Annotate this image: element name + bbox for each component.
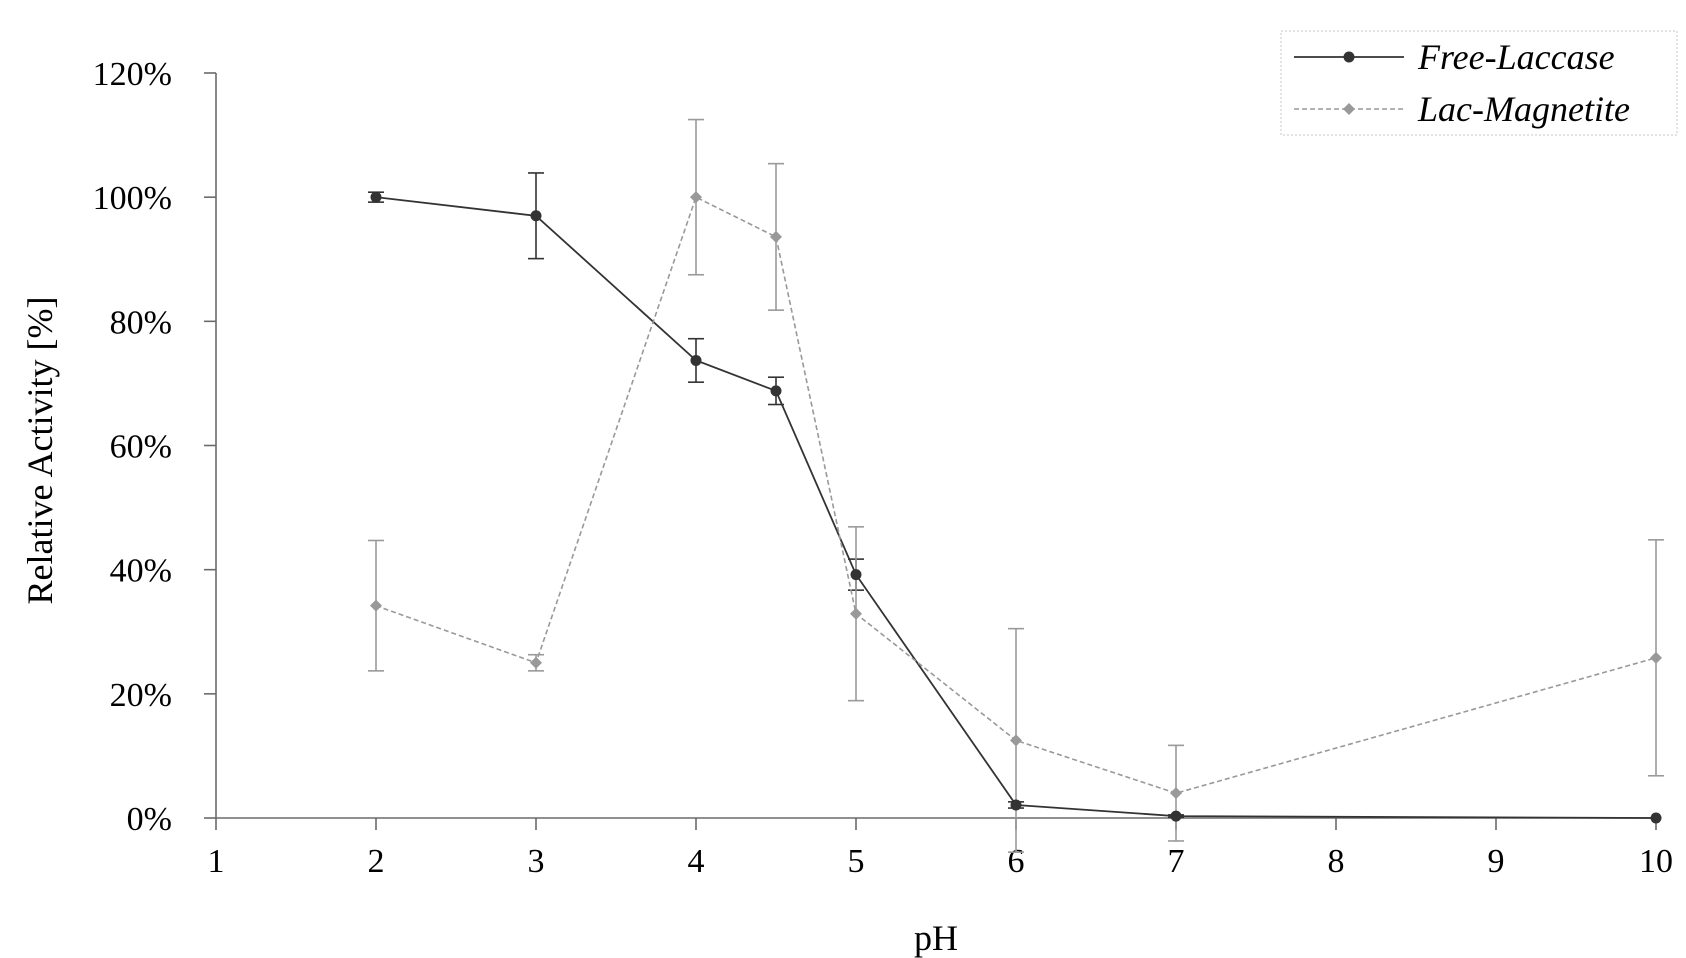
lac-magnetite-point: [530, 657, 542, 669]
x-tick-label: 3: [528, 843, 545, 880]
legend-free-laccase-label: Free-Laccase: [1417, 37, 1615, 77]
x-tick-label: 1: [208, 843, 225, 880]
y-tick-label: 40%: [110, 553, 172, 590]
legend-free-laccase-marker: [1344, 52, 1355, 63]
free-laccase-point: [691, 355, 702, 366]
free-laccase-point: [531, 210, 542, 221]
y-tick-label: 80%: [110, 304, 172, 341]
y-tick-label: 60%: [110, 429, 172, 466]
x-axis-title: pH: [914, 918, 958, 958]
y-tick-label: 20%: [110, 677, 172, 714]
legend-lac-magnetite-label: Lac-Magnetite: [1417, 89, 1630, 129]
x-tick-label: 5: [848, 843, 865, 880]
free-laccase-point: [771, 385, 782, 396]
legend: Free-Laccase Lac-Magnetite: [1281, 31, 1677, 135]
y-tick-label: 120%: [93, 56, 172, 93]
lac-magnetite-point: [690, 191, 702, 203]
lac-magnetite-point: [770, 231, 782, 243]
axes: 1 2 3 4 5 6 7 8 9 100%20%40%60%80%100%120%: [93, 56, 1673, 880]
y-axis-title: Relative Activity [%]: [20, 297, 60, 605]
x-tick-label: 10: [1639, 843, 1673, 880]
free-laccase-point: [1011, 799, 1022, 810]
y-tick-label: 100%: [93, 180, 172, 217]
free-laccase-point: [1651, 813, 1662, 824]
free-laccase-point: [371, 192, 382, 203]
x-tick-label: 2: [368, 843, 385, 880]
lac-magnetite-point: [1170, 787, 1182, 799]
lac-magnetite-point: [1650, 652, 1662, 664]
lac-magnetite-point: [850, 608, 862, 620]
free-laccase-point: [1171, 811, 1182, 822]
x-tick-label: 4: [688, 843, 705, 880]
x-tick-label: 8: [1328, 843, 1345, 880]
x-tick-label: 9: [1488, 843, 1505, 880]
x-tick-label: 7: [1168, 843, 1185, 880]
free-laccase-point: [851, 569, 862, 580]
lac-magnetite-point: [1010, 734, 1022, 746]
lac-magnetite-point: [370, 600, 382, 612]
y-tick-label: 0%: [127, 801, 172, 838]
